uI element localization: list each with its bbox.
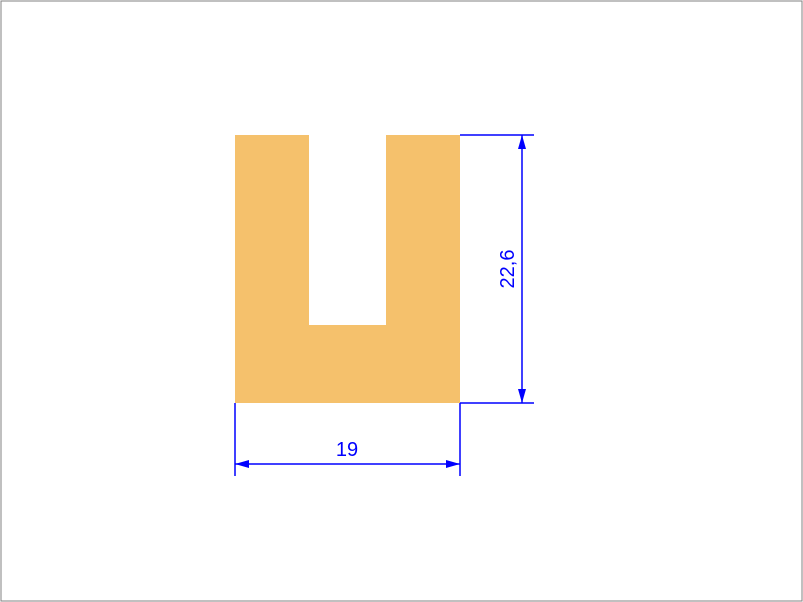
width-arrow-right [446, 460, 460, 468]
technical-drawing: 19 22,6 [0, 0, 803, 602]
height-arrow-bottom [518, 389, 526, 403]
height-label: 22,6 [497, 250, 519, 289]
height-arrow-top [518, 135, 526, 149]
u-profile-shape [235, 135, 460, 403]
width-label: 19 [336, 439, 358, 461]
width-arrow-left [235, 460, 249, 468]
